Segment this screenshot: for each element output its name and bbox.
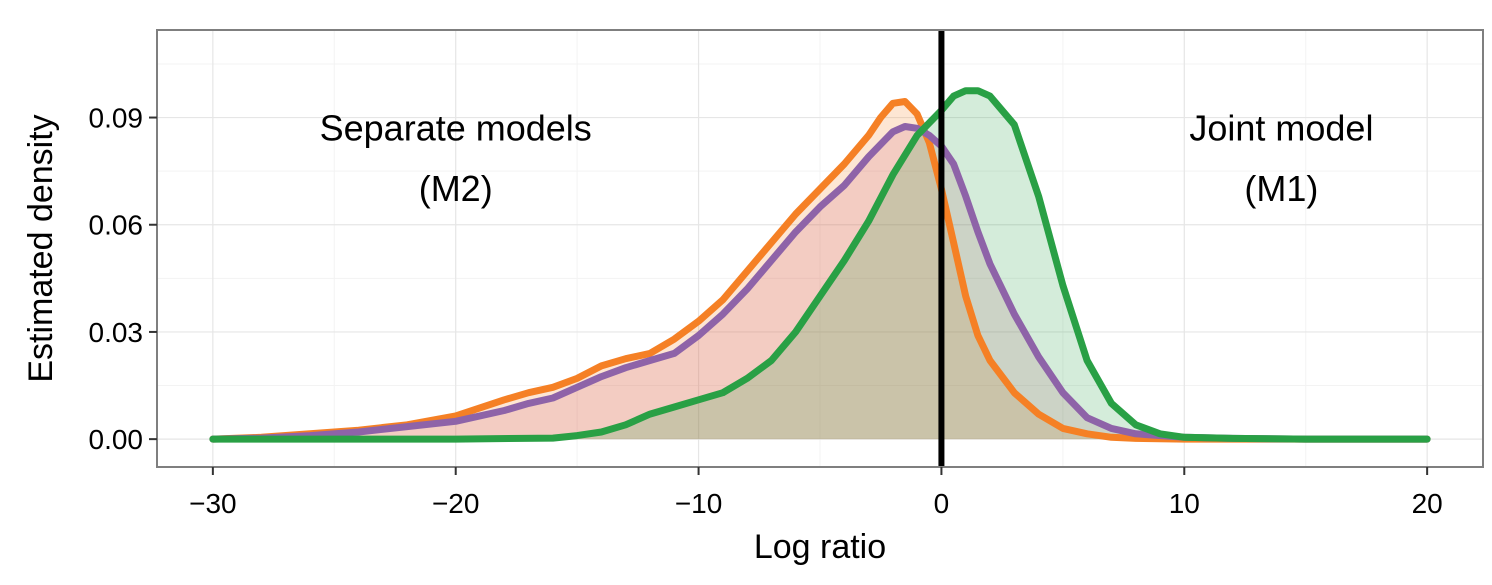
density-area-0 [212,101,1428,440]
x-axis-title: Log ratio [754,528,886,566]
density-lines [209,87,1431,443]
density-area-2 [212,90,1428,440]
x-tick-label: −20 [432,488,480,519]
density-line-1 [209,123,1431,443]
x-tick-label: −30 [189,488,237,519]
annotation-text: (M2) [419,168,493,209]
y-tick-label: 0.00 [89,424,144,455]
annotation-text: Joint model [1189,107,1373,148]
annotation-text: (M1) [1244,168,1318,209]
y-tick-label: 0.03 [89,317,144,348]
plot-panel-border [156,29,1484,468]
x-tick-label: −10 [675,488,723,519]
x-tick-label: 10 [1169,488,1200,519]
y-tick-label: 0.06 [89,210,144,241]
x-tick-label: 20 [1412,488,1443,519]
axis-ticks: −30 −20 −10 0 10 20 0.00 0.03 0.06 0.09 [89,103,1443,519]
density-areas [212,90,1428,440]
y-tick-label: 0.09 [89,103,144,134]
y-axis-title: Estimated density [22,114,60,382]
density-area-1 [212,126,1428,440]
x-tick-label: 0 [934,488,950,519]
density-line-2 [209,87,1431,443]
annotation-text: Separate models [320,107,592,148]
annotations: Separate models (M2) Joint model (M1) [320,107,1374,209]
density-line-0 [209,98,1431,443]
